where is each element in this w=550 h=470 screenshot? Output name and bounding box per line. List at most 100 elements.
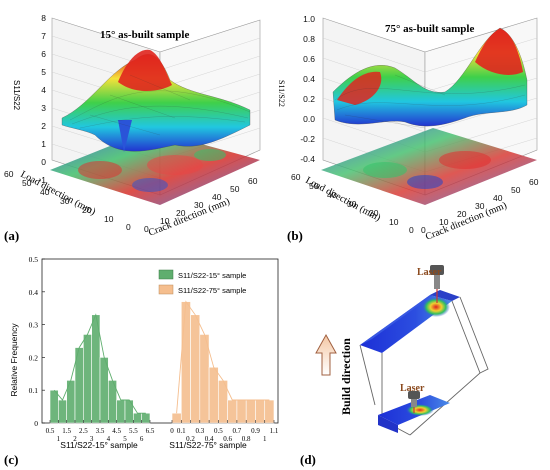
surface-peak — [337, 71, 382, 105]
z-tick: 0 — [41, 157, 46, 167]
z-tick: 0.8 — [303, 34, 315, 44]
x-tick-label-15-minor: 6 — [140, 435, 144, 443]
crack-tick: 50 — [230, 184, 240, 194]
z-tick: 8 — [41, 13, 46, 23]
z-tick: 6 — [41, 49, 46, 59]
z-tick: 0.0 — [303, 114, 315, 124]
load-axis-ticks: 60 50 40 30 20 10 0 — [4, 169, 131, 232]
x-tick-label-15-minor: 5 — [123, 435, 127, 443]
surface-mesh — [332, 27, 528, 127]
z-tick: 0.6 — [303, 54, 315, 64]
panel-title: 75° as-built sample — [385, 23, 474, 35]
load-tick: 10 — [104, 214, 114, 224]
histogram-bar — [116, 399, 126, 424]
y-tick-label: 0 — [34, 419, 38, 428]
y-tick-label: 0.5 — [29, 255, 39, 264]
x-tick-label-75-minor: 1 — [263, 435, 267, 443]
x-tick-label-75: 0.9 — [251, 427, 260, 435]
lower-beam-front — [378, 415, 398, 433]
melt-pool-bottom — [406, 404, 434, 416]
x-tick-label-15: 5.5 — [129, 427, 138, 435]
x-tick-label-15-minor: 2 — [73, 435, 77, 443]
y-tick-label: 0.1 — [29, 386, 39, 395]
panel-d-build-schematic: Laser Laser Build direction (d) — [300, 265, 489, 467]
panel-letter: (b) — [287, 228, 303, 243]
legend-label-75: S11/S22-75° sample — [178, 286, 246, 295]
load-tick: 20 — [82, 205, 92, 215]
x-tick-label-75: 1.1 — [270, 427, 279, 435]
y-tick-label: 0.4 — [29, 288, 39, 297]
load-tick: 50 — [22, 178, 32, 188]
y-tick-label: 0.2 — [29, 353, 39, 362]
histogram-bar — [264, 399, 275, 424]
z-tick: 1 — [41, 139, 46, 149]
histogram-bar — [255, 399, 266, 424]
floor-noise — [363, 151, 491, 189]
melt-pool-top — [422, 297, 450, 317]
load-tick: 0 — [409, 225, 414, 235]
x-tick-label-15-minor: 3 — [90, 435, 94, 443]
panel-a-surface-plot: 8 7 6 5 4 3 2 1 0 -1 S11/S22 15° as-buil… — [4, 13, 261, 243]
histogram-bar — [49, 389, 59, 424]
panel-c-histogram: 00.10.20.30.40.50.5 1.5 2.5 3.5 4.5 5.5 6.51 2 3… — [4, 255, 279, 467]
z-axis-label: S11/S22 — [12, 80, 21, 111]
z-tick: -1 — [38, 175, 46, 185]
legend-swatch-75 — [158, 284, 174, 295]
z-tick: 0.4 — [303, 74, 315, 84]
crack-tick: 40 — [212, 192, 222, 202]
x-tick-label-15-minor: 4 — [107, 435, 111, 443]
surface-wire — [334, 74, 526, 129]
load-axis-ticks: 60 50 40 30 20 10 0 — [291, 172, 414, 235]
histogram-bar — [58, 399, 67, 424]
crack-tick: 30 — [475, 201, 485, 211]
x-axis-label-75: S11/S22-75° sample — [169, 440, 247, 450]
histogram-bar — [124, 399, 134, 424]
x-tick-label-75: 0.3 — [195, 427, 204, 435]
crack-tick: 60 — [248, 176, 258, 186]
x-tick-label-15: 6.5 — [146, 427, 155, 435]
surface-wire — [69, 74, 251, 136]
distribution-curve — [176, 300, 270, 414]
x-tick-label-15: 3.5 — [96, 427, 105, 435]
crack-tick: 20 — [176, 208, 186, 218]
crack-axis-ticks: 0 10 20 30 40 50 60 — [421, 177, 539, 235]
histogram-bar — [236, 399, 247, 424]
x-tick-label-15: 0.5 — [46, 427, 55, 435]
panel-letter: (a) — [4, 228, 19, 243]
x-tick-label-15: 1.5 — [62, 427, 71, 435]
x-tick-label-15: 4.5 — [112, 427, 121, 435]
x-tick-label-75-minor: 0.2 — [186, 435, 195, 443]
histogram-bar — [133, 412, 142, 424]
load-tick: 0 — [126, 222, 131, 232]
floor-noise — [78, 149, 226, 192]
z-tick: 5 — [41, 67, 46, 77]
legend-label-15: S11/S22-15° sample — [178, 271, 246, 280]
crack-axis-ticks: 0 10 20 30 40 50 60 — [144, 176, 258, 234]
x-tick-label-75-minor: 0.6 — [223, 435, 232, 443]
crack-tick: 10 — [160, 216, 170, 226]
z-axis-ticks: 1.0 0.8 0.6 0.4 0.2 0.0 -0.2 -0.4 — [300, 14, 315, 164]
z-tick: 2 — [41, 121, 46, 131]
surface-spike-down — [118, 120, 132, 152]
histogram-bar — [245, 399, 256, 424]
crack-tick: 40 — [493, 193, 503, 203]
crack-tick: 0 — [421, 225, 426, 235]
load-tick: 20 — [369, 208, 379, 218]
laser-head-bottom — [408, 391, 420, 413]
histogram-bar — [199, 334, 210, 424]
load-tick: 50 — [309, 181, 319, 191]
laser-label-bottom: Laser — [400, 383, 425, 394]
x-tick-label-75-minor: 0.8 — [242, 435, 251, 443]
z-axis-label: S11/S22 — [277, 80, 286, 107]
crack-tick: 60 — [529, 177, 539, 187]
histogram-bar — [83, 334, 92, 424]
panel-letter: (d) — [300, 452, 316, 467]
panel-b-surface-plot: 1.0 0.8 0.6 0.4 0.2 0.0 -0.2 -0.4 S11/S2… — [277, 14, 539, 243]
z-tick: -0.2 — [300, 134, 315, 144]
load-tick: 40 — [40, 187, 50, 197]
z-tick: 0.2 — [303, 94, 315, 104]
x-axis-label-15: S11/S22-15° sample — [60, 440, 138, 450]
z-tick: -0.4 — [300, 154, 315, 164]
panel-letter: (c) — [4, 452, 18, 467]
load-tick: 30 — [60, 196, 70, 206]
